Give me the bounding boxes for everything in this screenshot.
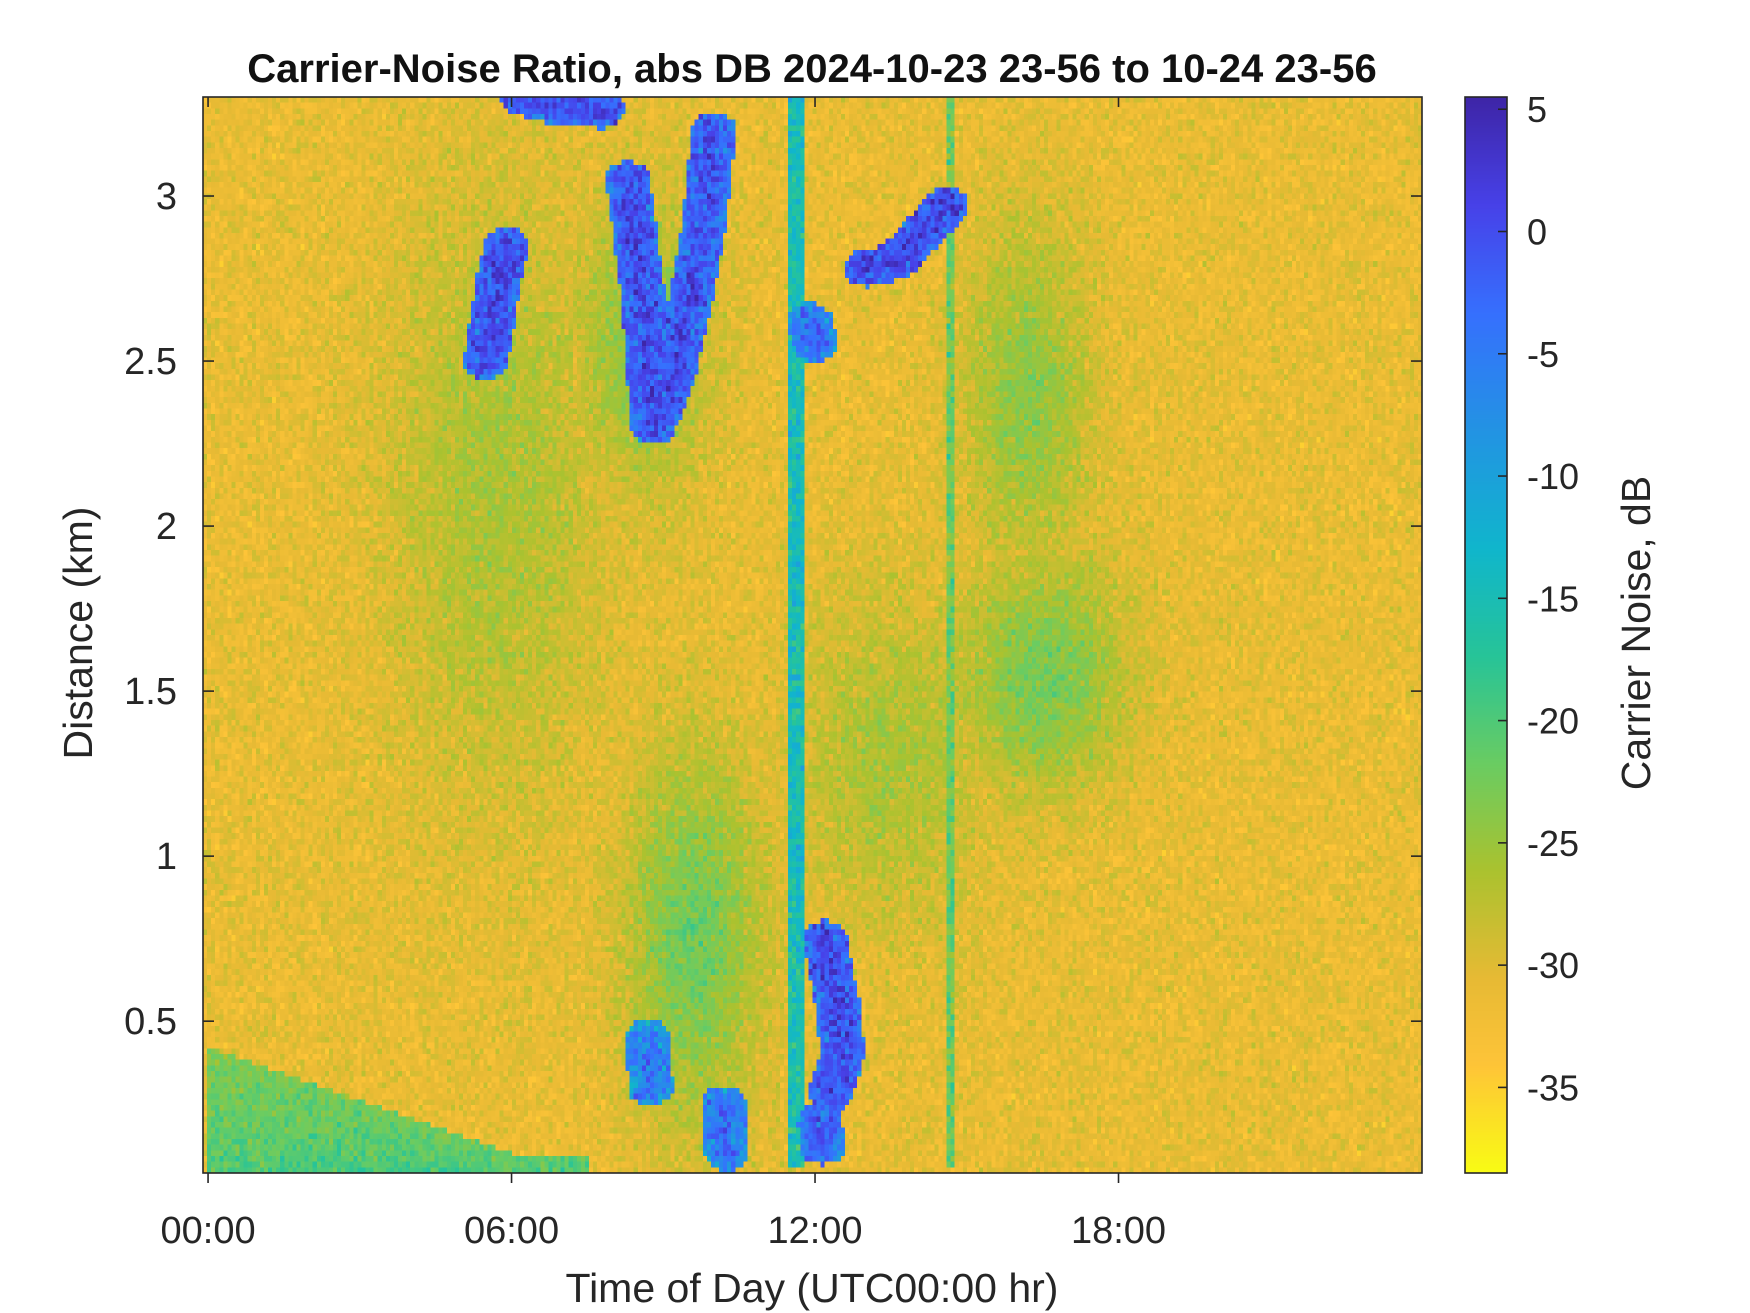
x-tick-label: 00:00 (161, 1210, 256, 1252)
y-tick-label: 3 (156, 176, 177, 218)
colorbar-frame (1464, 96, 1508, 1174)
x-axis: 00:00 06:00 12:00 18:00 (161, 97, 1166, 1252)
colorbar-gradient (1465, 97, 1507, 1173)
plot-frame (202, 96, 1423, 1174)
colorbar-tick-label: -25 (1527, 823, 1579, 864)
y-tick-label: 0.5 (124, 1001, 177, 1043)
y-axis: 0.5 1 1.5 2 2.5 3 (124, 176, 1422, 1043)
y-tick-label: 1.5 (124, 671, 177, 713)
colorbar-label: Carrier Noise, dB (1613, 476, 1659, 790)
colorbar-tick-label: -20 (1527, 701, 1579, 742)
colorbar-tick-label: -10 (1527, 456, 1579, 497)
colorbar-tick-label: -30 (1527, 945, 1579, 986)
y-tick-label: 2.5 (124, 341, 177, 383)
heatmap-image (203, 97, 1422, 1173)
x-tick-label: 18:00 (1071, 1210, 1166, 1252)
x-tick-label: 06:00 (464, 1210, 559, 1252)
y-axis-label: Distance (km) (55, 507, 101, 760)
chart-title: Carrier-Noise Ratio, abs DB 2024-10-23 2… (247, 47, 1376, 91)
y-tick-label: 1 (156, 836, 177, 878)
y-tick-label: 2 (156, 506, 177, 548)
x-tick-label: 12:00 (767, 1210, 862, 1252)
colorbar-ticks: 5 0 -5 -10 -15 -20 -25 -30 -35 (1498, 89, 1579, 1108)
colorbar-tick-label: -5 (1527, 334, 1559, 375)
colorbar-tick-label: -35 (1527, 1067, 1579, 1108)
colorbar-tick-label: 0 (1527, 212, 1547, 253)
colorbar: 5 0 -5 -10 -15 -20 -25 -30 -35 (1464, 89, 1579, 1174)
colorbar-tick-label: 5 (1527, 89, 1547, 130)
plot-area (202, 96, 1423, 1174)
colorbar-tick-label: -15 (1527, 578, 1579, 619)
x-axis-label: Time of Day (UTC00:00 hr) (566, 1265, 1059, 1311)
